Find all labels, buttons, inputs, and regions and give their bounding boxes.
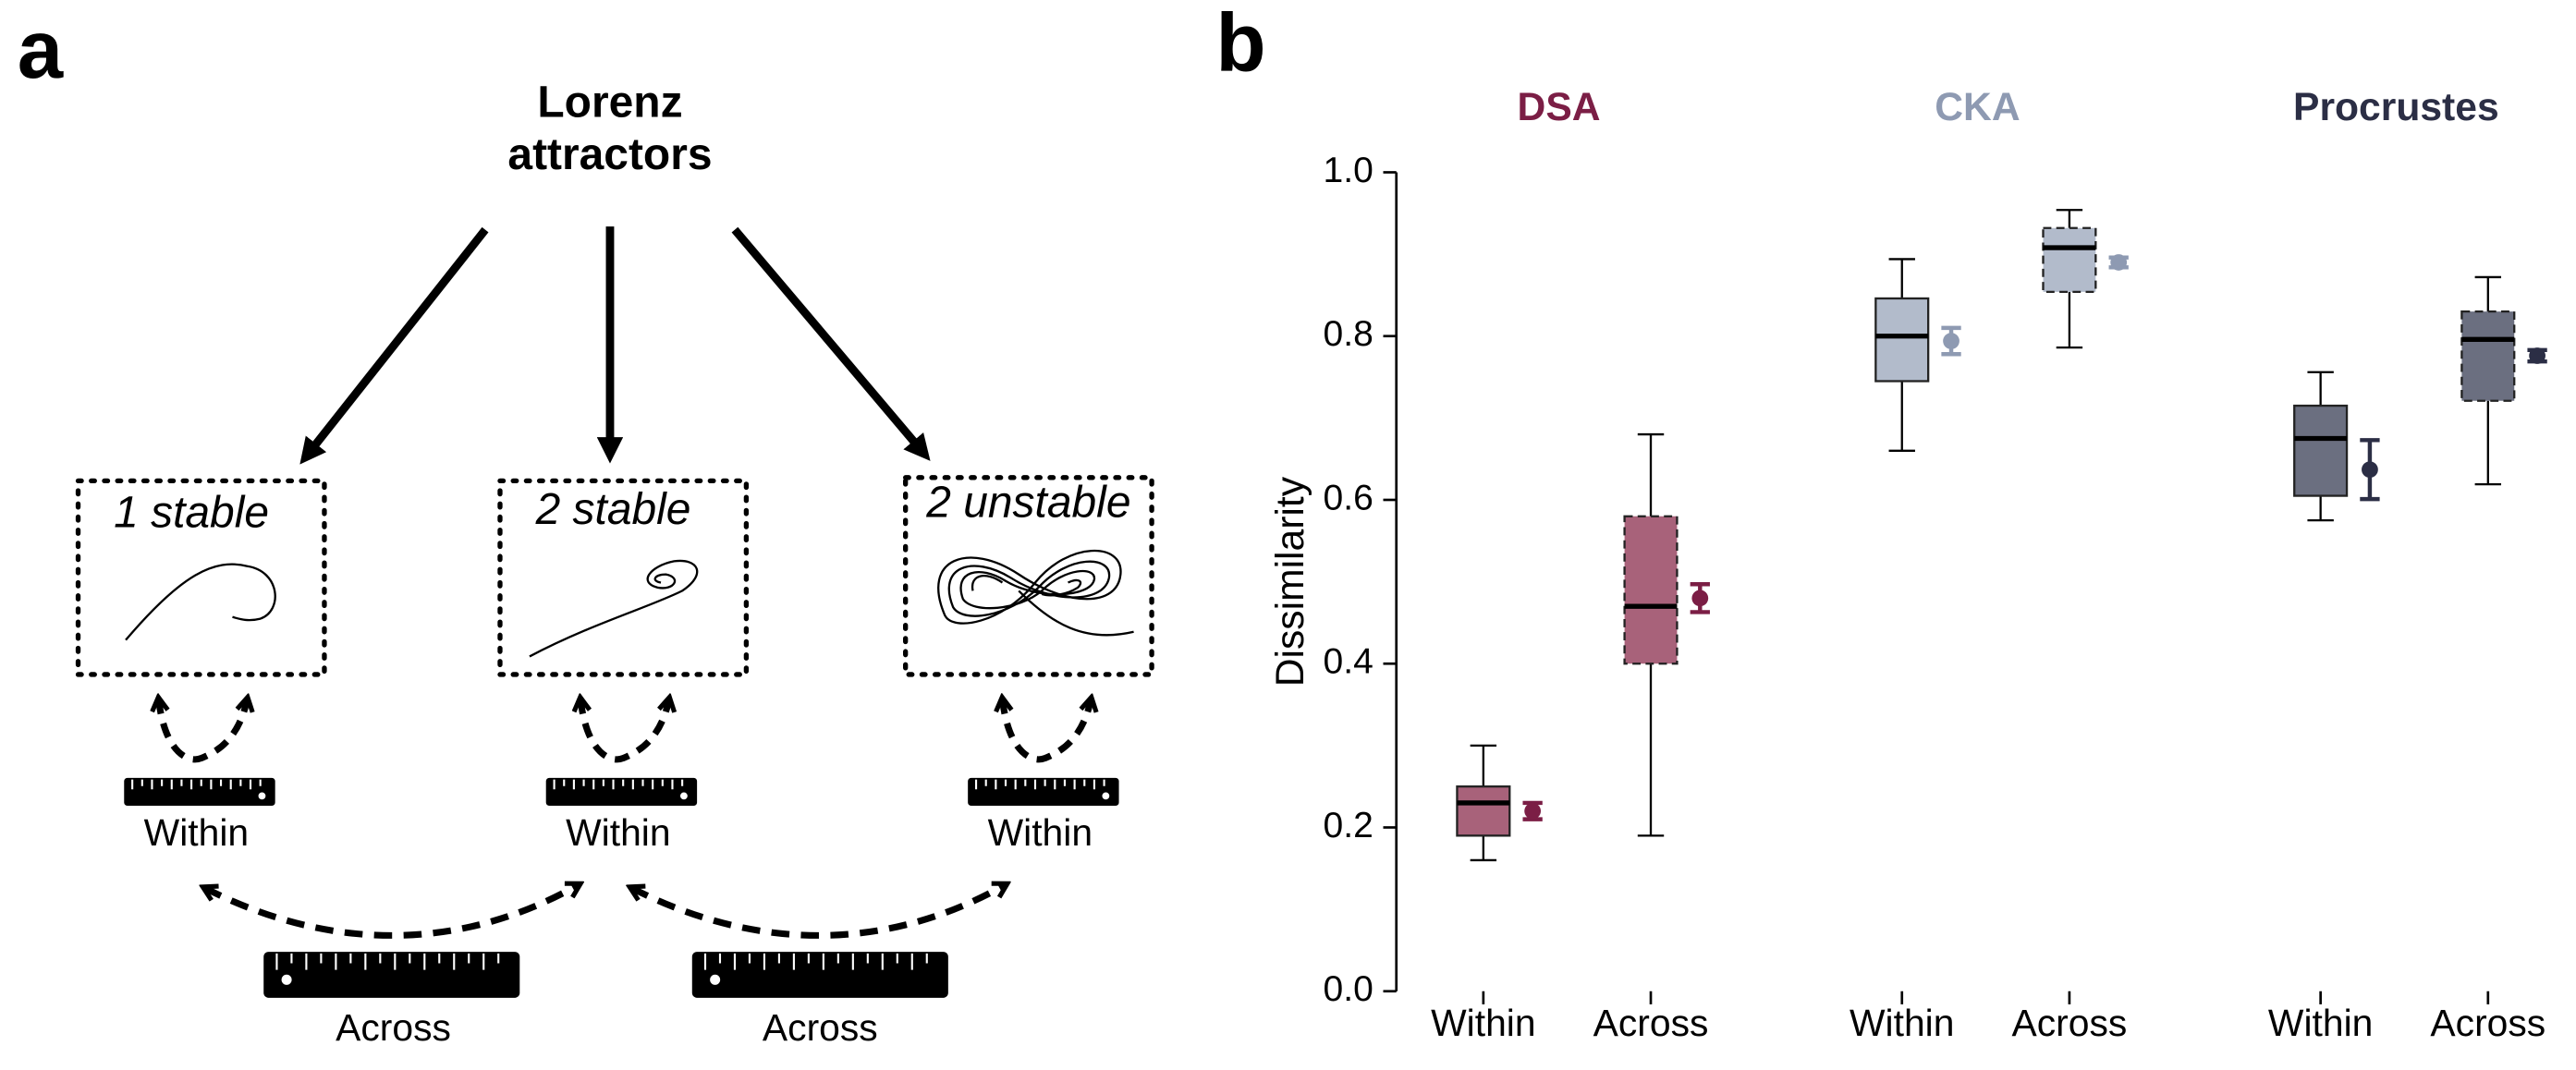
rulers — [124, 777, 1119, 998]
box — [1456, 785, 1511, 837]
box — [1874, 297, 1930, 383]
system-boxes — [75, 475, 1154, 677]
x-tick-label: Within — [2268, 1002, 2373, 1044]
y-tick-label: 0.0 — [1324, 969, 1373, 1009]
group-title: DSA — [1518, 85, 1601, 129]
within-arrows — [159, 699, 1092, 763]
within-label: Within — [988, 811, 1093, 854]
diagram-title: Lorenz — [537, 78, 682, 127]
mean-marker — [1943, 333, 1959, 349]
x-tick-label: Across — [1593, 1002, 1709, 1044]
system-label: 2 unstable — [925, 479, 1130, 528]
mean-marker — [2110, 254, 2128, 271]
box — [2460, 310, 2516, 402]
x-tick-label: Across — [2430, 1002, 2545, 1044]
within-label: Within — [566, 811, 670, 854]
system-label: 1 stable — [114, 488, 269, 537]
mean-marker — [1691, 590, 1709, 607]
system-label: 2 stable — [535, 485, 691, 534]
y-tick-label: 0.8 — [1324, 314, 1373, 354]
box — [1623, 515, 1679, 665]
group-title: Procrustes — [2293, 85, 2499, 129]
y-tick-label: 0.2 — [1324, 806, 1373, 845]
mean-marker — [2362, 461, 2378, 479]
attractor-drawings — [125, 549, 1134, 658]
box — [2042, 226, 2097, 294]
mean-marker — [2529, 347, 2545, 364]
across-arrows — [204, 884, 1006, 939]
chart: 0.0 0.2 0.4 0.6 0.8 1.0 Dissimilarity DSA Within… — [1268, 85, 2547, 1044]
ruler-ticks — [131, 779, 1110, 985]
y-tick-label: 1.0 — [1324, 151, 1373, 190]
group-title: CKA — [1935, 85, 2020, 129]
y-axis-label: Dissimilarity — [1268, 476, 1312, 687]
within-label: Within — [144, 811, 249, 854]
x-tick-label: Within — [1431, 1002, 1535, 1044]
x-tick-label: Within — [1850, 1002, 1954, 1044]
diagram: Lorenz attractors 1 stable 2 stable 2 un… — [75, 78, 1154, 1049]
box — [2293, 404, 2349, 497]
across-label: Across — [336, 1006, 451, 1049]
diagram-title: attractors — [507, 130, 712, 179]
x-tick-label: Across — [2012, 1002, 2128, 1044]
arrows — [299, 226, 931, 465]
y-tick-label: 0.4 — [1324, 642, 1373, 682]
panel-label: b — [1215, 0, 1265, 89]
y-tick-label: 0.6 — [1324, 478, 1373, 517]
across-label: Across — [763, 1006, 878, 1049]
mean-marker — [1524, 802, 1542, 820]
panel-label: a — [18, 4, 64, 95]
